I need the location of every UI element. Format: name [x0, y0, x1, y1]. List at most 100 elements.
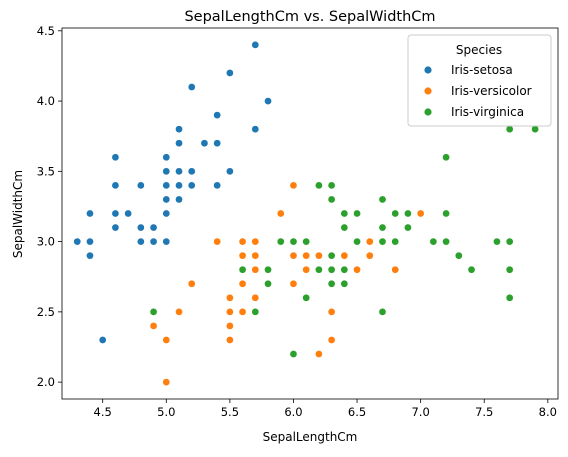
data-point-iris-versicolor-2 [162, 336, 171, 344]
data-point-iris-virginica-6 [289, 237, 298, 246]
data-point-iris-versicolor-27 [302, 265, 311, 274]
legend-label-iris-setosa: Iris-setosa [451, 63, 513, 77]
data-point-iris-virginica-30 [404, 223, 412, 232]
data-point-iris-versicolor-19 [276, 209, 285, 218]
data-point-iris-setosa-6 [111, 181, 120, 190]
data-point-iris-setosa-13 [149, 223, 158, 232]
x-tick-label-1: 5.0 [157, 405, 175, 419]
data-point-iris-versicolor-8 [226, 322, 234, 330]
data-point-iris-virginica-40 [505, 265, 514, 274]
data-point-iris-virginica-14 [327, 251, 336, 260]
data-point-iris-versicolor-1 [162, 378, 171, 386]
data-point-iris-versicolor-10 [238, 237, 247, 246]
y-axis-ticks: 2.0 2.5 3.0 3.5 4.0 4.5 [37, 24, 62, 389]
legend-box [407, 34, 552, 127]
data-point-iris-virginica-32 [442, 153, 450, 162]
data-point-iris-setosa-31 [213, 139, 222, 148]
data-point-iris-versicolor-15 [251, 251, 260, 260]
data-point-iris-setosa-17 [162, 181, 171, 190]
legend-marker-iris-versicolor [424, 87, 432, 95]
data-point-iris-virginica-16 [327, 279, 336, 288]
data-point-iris-setosa-5 [111, 153, 120, 162]
data-point-iris-setosa-27 [187, 167, 196, 176]
data-point-iris-versicolor-0 [149, 322, 158, 330]
data-point-iris-virginica-19 [340, 265, 349, 274]
data-point-iris-virginica-4 [264, 279, 272, 288]
data-point-iris-virginica-28 [391, 237, 400, 246]
data-point-iris-versicolor-34 [353, 265, 361, 274]
data-point-iris-setosa-28 [187, 181, 196, 190]
data-point-iris-virginica-2 [251, 308, 260, 316]
data-point-iris-versicolor-35 [365, 237, 374, 246]
data-point-iris-setosa-12 [137, 237, 145, 246]
data-point-iris-versicolor-16 [251, 265, 260, 274]
data-point-iris-virginica-18 [340, 223, 349, 232]
data-point-iris-setosa-9 [124, 209, 132, 218]
data-point-iris-setosa-4 [98, 336, 107, 344]
y-tick-label-0: 2.0 [37, 375, 55, 389]
legend-label-iris-versicolor: Iris-versicolor [451, 84, 532, 98]
data-point-iris-versicolor-13 [238, 308, 247, 316]
data-point-iris-setosa-21 [175, 125, 183, 134]
data-point-iris-setosa-33 [226, 69, 234, 77]
data-point-iris-versicolor-23 [289, 279, 298, 288]
data-point-iris-versicolor-28 [315, 251, 323, 260]
data-point-iris-virginica-25 [378, 237, 387, 246]
data-point-iris-setosa-7 [111, 209, 120, 218]
data-point-iris-setosa-37 [264, 97, 272, 105]
data-point-iris-setosa-0 [73, 237, 82, 246]
x-axis-ticks: 4.5 5.0 5.5 6.0 6.5 7.0 7.5 8.0 [94, 399, 557, 419]
data-point-iris-setosa-18 [162, 195, 171, 204]
data-point-iris-setosa-22 [175, 139, 183, 148]
data-point-iris-setosa-29 [200, 139, 209, 148]
y-tick-label-4: 4.0 [37, 94, 55, 108]
data-point-iris-versicolor-33 [340, 251, 349, 260]
data-point-iris-setosa-24 [175, 181, 183, 190]
data-point-iris-virginica-36 [467, 265, 476, 274]
data-point-iris-virginica-3 [264, 265, 272, 274]
data-point-iris-virginica-9 [302, 293, 311, 302]
data-point-iris-versicolor-11 [238, 251, 247, 260]
legend-label-iris-virginica: Iris-virginica [451, 105, 524, 119]
data-point-iris-virginica-37 [493, 237, 501, 246]
data-point-iris-versicolor-4 [187, 279, 196, 288]
data-point-iris-versicolor-36 [365, 251, 374, 260]
x-tick-label-6: 7.5 [475, 405, 493, 419]
data-point-iris-virginica-1 [238, 265, 247, 274]
data-point-iris-virginica-11 [315, 265, 323, 274]
data-point-iris-setosa-15 [162, 153, 171, 162]
data-point-iris-virginica-20 [340, 279, 349, 288]
legend-items: Iris-setosa Iris-versicolor Iris-virginica [424, 63, 532, 119]
data-point-iris-virginica-17 [340, 209, 349, 218]
data-point-iris-versicolor-5 [213, 237, 222, 246]
data-point-iris-virginica-0 [149, 308, 158, 316]
data-point-iris-versicolor-22 [289, 251, 298, 260]
data-point-iris-setosa-1 [86, 209, 94, 218]
data-point-iris-versicolor-31 [327, 308, 336, 316]
plot-frame [61, 27, 559, 400]
data-point-iris-versicolor-21 [289, 181, 298, 190]
data-point-iris-virginica-7 [289, 350, 298, 358]
y-tick-label-3: 3.5 [37, 164, 55, 178]
data-point-iris-versicolor-9 [226, 336, 234, 344]
y-axis-label: SepalWidthCm [11, 170, 25, 258]
legend-marker-iris-setosa [424, 66, 432, 74]
x-tick-label-4: 6.5 [348, 405, 366, 419]
data-point-iris-versicolor-7 [226, 308, 234, 316]
x-axis-label: SepalLengthCm [263, 430, 358, 444]
data-point-iris-virginica-24 [378, 223, 387, 232]
data-point-iris-virginica-29 [404, 209, 412, 218]
data-point-iris-virginica-13 [327, 195, 336, 204]
data-point-iris-setosa-30 [213, 111, 222, 119]
data-point-iris-virginica-21 [353, 209, 361, 218]
y-tick-label-1: 2.5 [37, 305, 55, 319]
data-point-iris-setosa-11 [137, 223, 145, 232]
y-tick-label-2: 3.0 [37, 235, 55, 249]
legend-marker-iris-virginica [424, 108, 432, 116]
chart-legend: Species Iris-setosa Iris-versicolor Iris-v… [407, 34, 552, 127]
chart-title: SepalLengthCm vs. SepalWidthCm [184, 9, 435, 25]
data-point-iris-versicolor-39 [391, 265, 400, 274]
data-point-iris-setosa-10 [137, 181, 145, 190]
data-point-iris-setosa-20 [162, 237, 171, 246]
